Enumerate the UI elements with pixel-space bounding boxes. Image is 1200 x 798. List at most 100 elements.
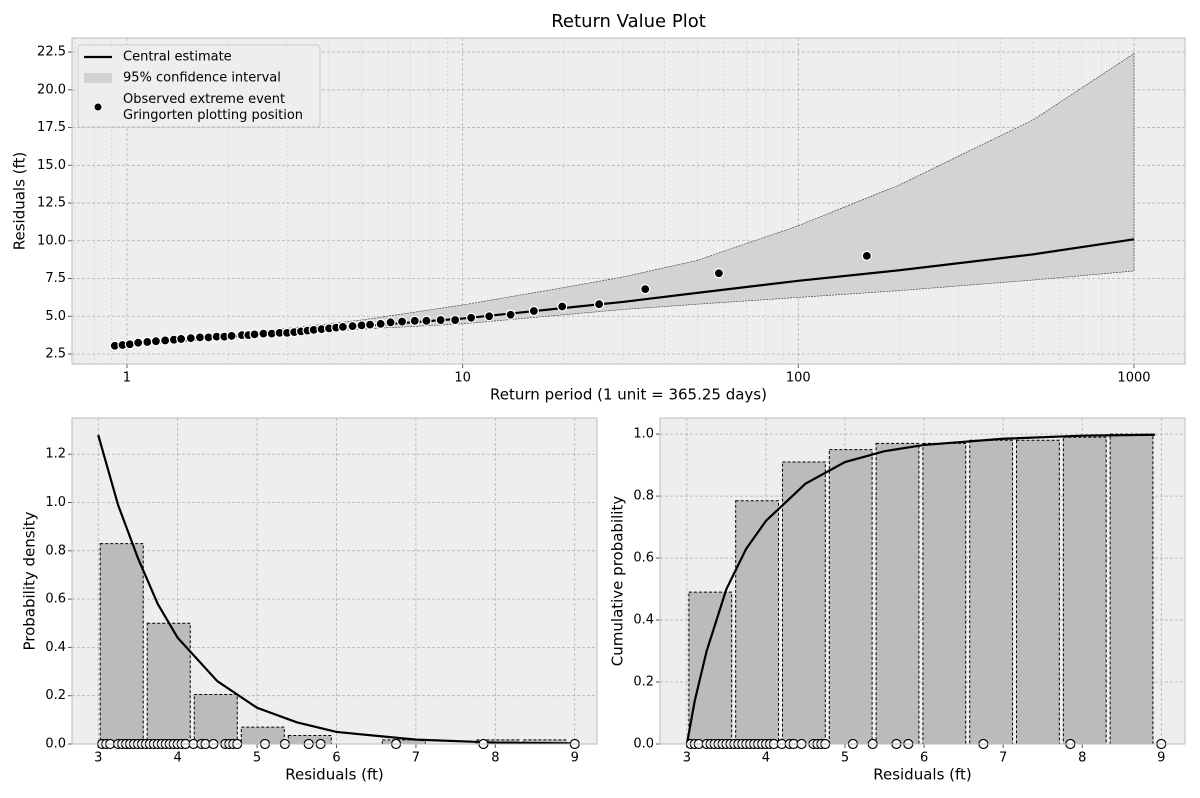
y-axis-label: Residuals (ft) bbox=[11, 152, 29, 251]
histogram-bar bbox=[688, 591, 733, 744]
observed-point bbox=[124, 339, 135, 350]
plot-area bbox=[660, 418, 1185, 744]
observed-point bbox=[347, 321, 358, 332]
x-tick-label: 3 bbox=[94, 751, 102, 766]
x-tick-label: 4 bbox=[173, 751, 181, 766]
observed-point bbox=[409, 315, 420, 326]
histogram-bar bbox=[381, 739, 426, 744]
y-tick-label: 0.0 bbox=[45, 737, 66, 752]
x-tick-label: 1000 bbox=[1117, 371, 1150, 386]
histogram-bar bbox=[240, 726, 285, 744]
x-tick-label: 7 bbox=[999, 751, 1007, 766]
x-axis-label: Residuals (ft) bbox=[873, 766, 972, 784]
observed-point bbox=[713, 268, 724, 279]
observed-point bbox=[375, 318, 386, 329]
y-axis-label: Cumulative probability bbox=[609, 496, 627, 667]
observed-point bbox=[364, 319, 376, 330]
y-tick-label: 0.0 bbox=[633, 737, 654, 752]
observed-point bbox=[505, 309, 516, 320]
y-tick-label: 1.0 bbox=[633, 427, 654, 442]
chart-title: Return Value Plot bbox=[551, 11, 706, 32]
y-tick-label: 0.6 bbox=[45, 592, 66, 607]
y-tick-label: 15.0 bbox=[37, 158, 66, 173]
observed-point bbox=[385, 317, 396, 328]
y-tick-label: 0.4 bbox=[633, 613, 654, 628]
axes-frame bbox=[71, 417, 598, 745]
observed-point bbox=[484, 311, 495, 322]
observed-point bbox=[194, 332, 206, 343]
x-tick-label: 6 bbox=[332, 751, 340, 766]
legend-label: Central estimate bbox=[123, 50, 232, 65]
y-tick-label: 1.0 bbox=[45, 495, 66, 510]
histogram-bar bbox=[146, 622, 191, 744]
legend-box bbox=[77, 44, 321, 128]
y-tick-label: 0.8 bbox=[633, 489, 654, 504]
x-axis-label: Residuals (ft) bbox=[285, 766, 384, 784]
x-tick-label: 3 bbox=[683, 751, 691, 766]
observed-point bbox=[337, 321, 349, 332]
histogram-bar bbox=[922, 442, 967, 744]
observed-point bbox=[450, 314, 461, 326]
y-tick-label: 17.5 bbox=[37, 120, 66, 135]
observed-point bbox=[861, 250, 872, 261]
histogram-bar bbox=[1062, 436, 1107, 744]
histogram-bar bbox=[1109, 433, 1154, 744]
x-tick-label: 10 bbox=[454, 371, 471, 386]
histogram-bar bbox=[99, 543, 144, 744]
fitted-curve bbox=[685, 433, 1155, 744]
x-axis-label: Return period (1 unit = 365.25 days) bbox=[490, 386, 767, 404]
observed-point bbox=[421, 315, 432, 326]
x-tick-label: 1 bbox=[123, 371, 131, 386]
y-tick-label: 0.2 bbox=[45, 688, 66, 703]
y-tick-label: 2.5 bbox=[45, 347, 66, 362]
y-tick-label: 12.5 bbox=[37, 196, 66, 211]
observed-point bbox=[435, 314, 446, 326]
y-tick-label: 0.8 bbox=[45, 543, 66, 558]
histogram-bar bbox=[1016, 439, 1060, 744]
fitted-curve bbox=[97, 434, 575, 744]
histogram-bar bbox=[969, 439, 1014, 744]
histogram-bar bbox=[875, 442, 920, 744]
x-tick-label: 9 bbox=[571, 751, 579, 766]
x-tick-label: 8 bbox=[491, 751, 499, 766]
observed-point bbox=[150, 336, 162, 347]
y-tick-label: 10.0 bbox=[37, 233, 66, 248]
x-tick-label: 4 bbox=[762, 751, 770, 766]
histogram-bar bbox=[193, 693, 238, 744]
y-axis-label: Probability density bbox=[21, 511, 39, 650]
legend-label: Observed extreme event Gringorten plottin… bbox=[123, 92, 303, 123]
legend-swatch bbox=[84, 73, 112, 83]
histogram-bar bbox=[781, 461, 826, 744]
observed-point bbox=[640, 284, 651, 295]
observed-point bbox=[226, 330, 237, 342]
observed-point bbox=[593, 299, 605, 310]
observed-point bbox=[176, 333, 187, 345]
observed-point bbox=[249, 329, 260, 340]
y-tick-label: 7.5 bbox=[45, 271, 66, 286]
y-tick-label: 20.0 bbox=[37, 82, 66, 97]
observed-point bbox=[396, 316, 408, 327]
legend-label: 95% confidence interval bbox=[123, 71, 281, 86]
observed-point bbox=[466, 312, 477, 323]
observed-point bbox=[133, 337, 144, 348]
histogram-bar bbox=[735, 500, 779, 744]
observed-point bbox=[258, 328, 269, 339]
observed-point bbox=[142, 336, 153, 348]
observed-point bbox=[557, 301, 568, 312]
y-tick-label: 0.2 bbox=[633, 675, 654, 690]
legend-swatch bbox=[93, 102, 103, 112]
x-tick-label: 5 bbox=[841, 751, 849, 766]
x-tick-label: 8 bbox=[1078, 751, 1086, 766]
observed-point bbox=[160, 335, 171, 346]
y-tick-label: 22.5 bbox=[37, 45, 66, 60]
y-tick-label: 0.4 bbox=[45, 640, 66, 655]
axes-frame bbox=[659, 417, 1186, 745]
observed-point bbox=[528, 305, 539, 317]
y-tick-label: 1.2 bbox=[45, 447, 66, 462]
y-tick-label: 5.0 bbox=[45, 309, 66, 324]
x-tick-label: 7 bbox=[412, 751, 420, 766]
histogram-bar bbox=[828, 449, 873, 744]
x-tick-label: 5 bbox=[253, 751, 261, 766]
x-tick-label: 9 bbox=[1157, 751, 1165, 766]
